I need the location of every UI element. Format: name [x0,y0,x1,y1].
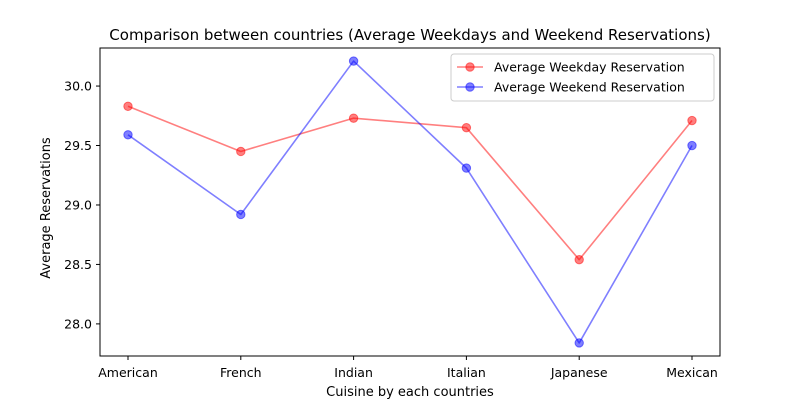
x-tick-label: Mexican [666,365,718,380]
data-point-weekday [236,146,246,157]
legend-marker-weekday [465,62,475,72]
chart-title: Comparison between countries (Average We… [109,26,710,44]
legend-marker-weekend [465,82,475,92]
y-tick-label: 29.5 [64,138,92,153]
y-tick-label: 30.0 [64,79,92,94]
axes-frame [99,47,721,357]
y-axis-label: Average Reservations [39,137,54,279]
legend-label-weekend: Average Weekend Reservation [494,80,685,95]
data-point-weekday [687,115,697,126]
data-point-weekday [574,254,584,265]
x-tick-label: Italian [447,365,486,380]
series-line-weekday [127,105,693,261]
data-point-weekend [574,338,584,348]
series-line-weekend [127,60,693,344]
x-tick-label: Japanese [550,365,608,380]
legend: Average Weekday Reservation Average Week… [450,53,715,102]
x-tick-label: American [98,365,158,380]
y-tick-label: 28.0 [64,316,92,331]
y-tick-label: 28.5 [64,257,92,272]
data-point-weekend [123,130,133,140]
x-axis-label: Cuisine by each countries [326,385,494,400]
plot-area: American French Indian Italian Japanese Mexic… [64,56,718,380]
x-tick-label: French [220,365,262,380]
legend-box [450,53,715,102]
y-tick-label: 29.0 [64,197,92,212]
data-point-weekday [461,122,472,133]
legend-label-weekday: Average Weekday Reservation [494,60,685,75]
data-point-weekend [348,56,359,66]
x-tick-label: Indian [334,365,373,380]
data-point-weekday [123,101,133,111]
data-point-weekend [236,209,246,220]
data-point-weekend [687,140,697,151]
data-point-weekend [461,163,472,173]
data-point-weekday [348,113,359,123]
